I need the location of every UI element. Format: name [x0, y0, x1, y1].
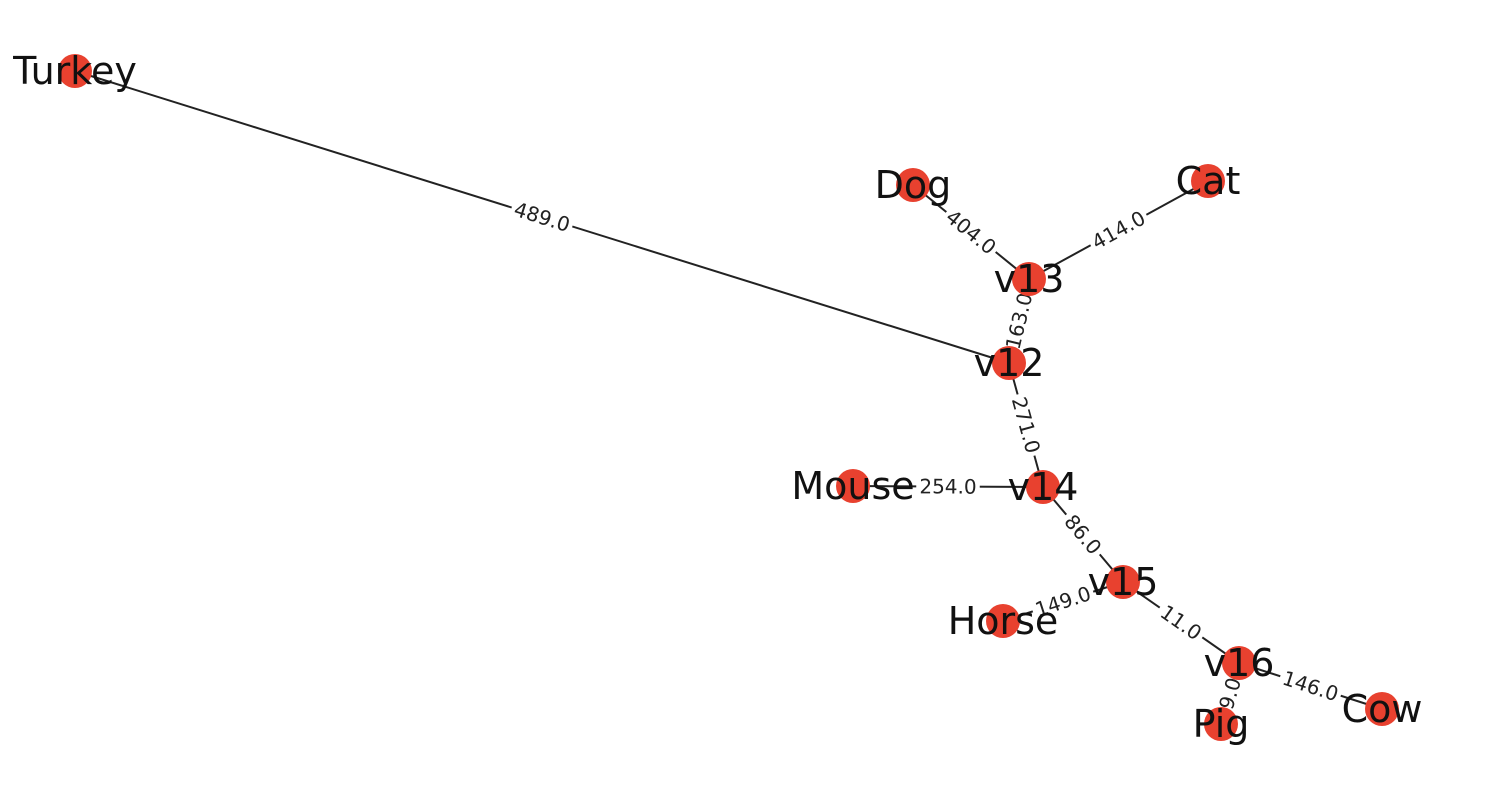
edge-label-group: 414.0: [1085, 205, 1152, 255]
node-v16: [1222, 646, 1256, 680]
edge-label-group: 254.0: [916, 474, 980, 499]
edge-label-group: 404.0: [939, 203, 1003, 261]
edge-label-group: 146.0: [1276, 665, 1345, 707]
edge-label-background: [1276, 665, 1345, 707]
nodes-layer: [58, 54, 1399, 741]
node-label-mouse: Mouse: [791, 464, 914, 508]
node-mouse: [836, 469, 870, 503]
edge-label-background: [1085, 205, 1152, 255]
node-label-cat: Cat: [1176, 159, 1241, 203]
node-label-pig: Pig: [1193, 702, 1250, 746]
node-cat: [1191, 164, 1225, 198]
edge-label-background: [916, 475, 980, 498]
edge-label-background: [1213, 670, 1247, 717]
node-label-v16: v16: [1204, 641, 1275, 685]
node-turkey: [58, 54, 92, 88]
node-v15: [1106, 565, 1140, 599]
edge-label: 489.0: [511, 197, 573, 237]
node-v12: [992, 346, 1026, 380]
edge-label: 254.0: [919, 474, 976, 498]
node-label-v12: v12: [974, 341, 1045, 385]
edge-label: 271.0: [1007, 394, 1045, 456]
edge-label-group: 86.0: [1057, 507, 1109, 562]
node-pig: [1204, 707, 1238, 741]
node-label-horse: Horse: [948, 599, 1059, 643]
edge-label-background: [1057, 507, 1109, 562]
node-label-v15: v15: [1088, 560, 1159, 604]
node-horse: [986, 604, 1020, 638]
edge-label-group: 11.0: [1153, 598, 1209, 647]
node-label-dog: Dog: [875, 163, 952, 207]
edge-label-group: 271.0: [1006, 391, 1046, 459]
edge-label-group: 489.0: [508, 197, 576, 237]
node-label-turkey: Turkey: [12, 49, 137, 93]
node-v13: [1012, 262, 1046, 296]
edge-label-background: [1029, 581, 1097, 622]
node-label-v14: v14: [1008, 465, 1079, 509]
node-dog: [896, 168, 930, 202]
edge-label: 404.0: [941, 205, 1001, 260]
edge-label: 146.0: [1280, 666, 1342, 706]
edge-label-background: [1153, 598, 1209, 647]
edge-label-background: [1000, 287, 1038, 355]
node-labels-layer: Turkey Dog Cat v13 v12 Mouse v14 v15 Horse v16 Pig…: [12, 49, 1422, 746]
edge-label-background: [939, 203, 1003, 261]
node-cow: [1365, 692, 1399, 726]
edge-label-background: [508, 197, 576, 237]
node-v14: [1026, 470, 1060, 504]
node-label-v13: v13: [994, 257, 1065, 301]
node-label-cow: Cow: [1342, 687, 1423, 731]
edge-label-background: [1006, 391, 1046, 459]
edge-label: 414.0: [1088, 206, 1150, 255]
